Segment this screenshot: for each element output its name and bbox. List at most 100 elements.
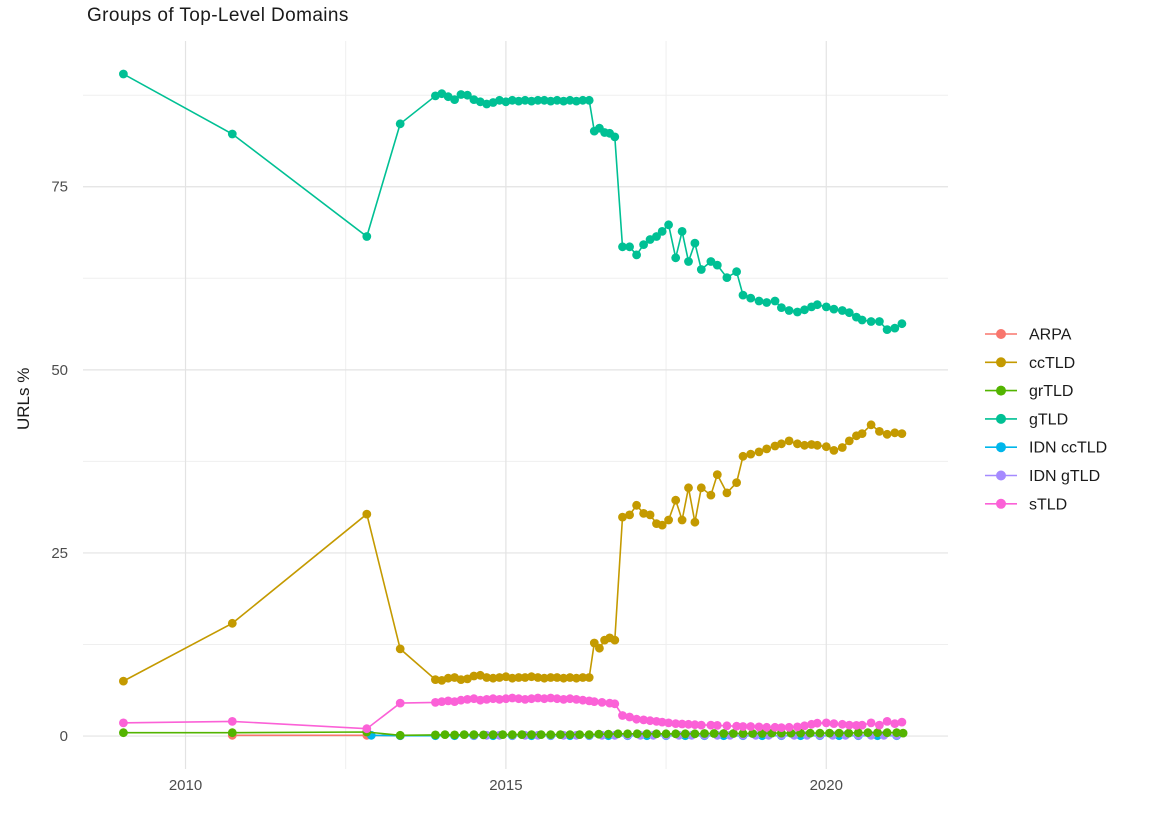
data-point bbox=[700, 729, 709, 738]
data-point bbox=[527, 730, 536, 739]
data-point bbox=[227, 728, 237, 738]
x-tick-label: 2020 bbox=[810, 777, 843, 794]
data-point bbox=[652, 729, 661, 739]
y-tick-label: 0 bbox=[60, 728, 68, 745]
data-point bbox=[594, 729, 604, 739]
data-point bbox=[882, 429, 892, 439]
data-point bbox=[495, 695, 504, 704]
data-point bbox=[533, 673, 543, 682]
data-point bbox=[657, 227, 667, 236]
legend-item-idn-cctld: IDN ccTLD bbox=[985, 440, 1107, 457]
series-stld bbox=[119, 693, 907, 734]
data-point bbox=[671, 495, 681, 505]
data-point bbox=[482, 673, 492, 682]
data-point bbox=[732, 267, 741, 277]
series-cctld bbox=[119, 420, 907, 686]
data-point bbox=[784, 306, 794, 315]
data-point bbox=[762, 444, 772, 454]
data-point bbox=[632, 714, 641, 724]
data-point bbox=[793, 722, 802, 732]
data-point bbox=[395, 644, 405, 654]
data-point bbox=[475, 695, 485, 705]
data-point bbox=[784, 436, 794, 446]
series-line bbox=[123, 73, 903, 331]
data-point bbox=[572, 695, 581, 704]
data-point bbox=[431, 730, 440, 740]
data-point bbox=[514, 673, 524, 682]
data-point bbox=[645, 510, 655, 520]
chart-title: Groups of Top-Level Domains bbox=[87, 5, 349, 26]
data-point bbox=[456, 675, 466, 684]
data-point bbox=[552, 673, 562, 682]
legend-label: grTLD bbox=[1029, 383, 1073, 400]
data-point bbox=[533, 693, 543, 703]
data-point bbox=[495, 673, 504, 682]
data-point bbox=[498, 730, 508, 739]
x-tick-label: 2015 bbox=[489, 777, 522, 794]
data-point bbox=[696, 265, 706, 274]
data-point bbox=[575, 730, 584, 739]
data-point bbox=[677, 515, 687, 525]
data-point bbox=[645, 716, 655, 726]
legend-key-dot bbox=[996, 470, 1006, 481]
data-point bbox=[690, 729, 700, 739]
data-point bbox=[652, 232, 661, 241]
data-point bbox=[546, 96, 556, 106]
legend-item-idn-gtld: IDN gTLD bbox=[985, 468, 1100, 485]
data-point bbox=[829, 304, 839, 314]
data-point bbox=[746, 722, 756, 731]
data-point bbox=[829, 719, 839, 728]
data-point bbox=[821, 302, 831, 312]
legend-key-dot bbox=[996, 357, 1006, 368]
data-point bbox=[520, 673, 530, 682]
data-point bbox=[890, 428, 900, 438]
data-point bbox=[559, 96, 568, 106]
data-point bbox=[552, 95, 562, 105]
data-point bbox=[119, 718, 128, 728]
data-point bbox=[882, 728, 892, 738]
data-point bbox=[863, 728, 873, 738]
legend-label: ccTLD bbox=[1029, 355, 1075, 372]
legend-label: sTLD bbox=[1029, 496, 1067, 513]
data-point bbox=[892, 728, 902, 738]
data-point bbox=[754, 447, 764, 457]
data-point bbox=[469, 730, 479, 739]
data-point bbox=[578, 695, 588, 705]
data-point bbox=[552, 694, 562, 704]
data-point bbox=[572, 673, 581, 683]
data-point bbox=[844, 728, 854, 738]
data-point bbox=[837, 443, 847, 452]
data-point bbox=[664, 515, 673, 525]
data-point bbox=[812, 300, 822, 310]
legend-item-stld: sTLD bbox=[985, 496, 1067, 513]
data-point bbox=[362, 724, 372, 734]
data-point bbox=[623, 729, 632, 739]
data-point bbox=[584, 95, 594, 105]
data-point bbox=[539, 95, 549, 105]
data-point bbox=[777, 723, 786, 732]
data-point bbox=[897, 717, 907, 727]
data-point bbox=[829, 446, 839, 455]
data-point bbox=[844, 720, 854, 730]
data-point bbox=[584, 730, 594, 739]
data-point bbox=[746, 293, 756, 303]
data-point bbox=[738, 290, 748, 300]
data-point bbox=[625, 242, 634, 252]
data-point bbox=[362, 509, 372, 519]
legend-label: gTLD bbox=[1029, 411, 1068, 428]
data-point bbox=[777, 303, 786, 312]
data-point bbox=[632, 500, 641, 510]
data-point bbox=[450, 95, 459, 104]
data-point bbox=[536, 730, 546, 739]
data-point bbox=[517, 730, 527, 739]
data-point bbox=[565, 95, 575, 105]
series-gtld bbox=[119, 69, 907, 334]
data-point bbox=[227, 129, 237, 139]
data-point bbox=[677, 227, 687, 236]
data-point bbox=[722, 721, 732, 731]
data-point bbox=[431, 675, 440, 684]
data-point bbox=[565, 730, 575, 739]
data-point bbox=[520, 95, 530, 105]
